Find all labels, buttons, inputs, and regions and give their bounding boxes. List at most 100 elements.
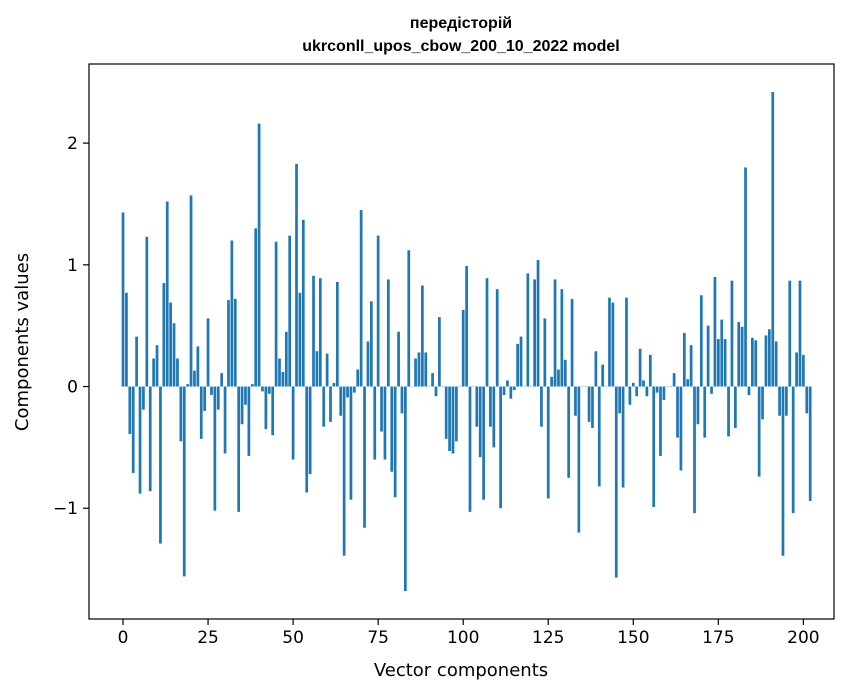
bar xyxy=(434,386,438,397)
bar xyxy=(791,386,795,514)
bar xyxy=(421,285,424,387)
bar xyxy=(162,283,166,387)
bar xyxy=(295,163,298,387)
bar xyxy=(730,280,734,387)
bar xyxy=(240,386,244,425)
bar xyxy=(652,386,656,508)
bar xyxy=(526,273,530,387)
bar xyxy=(519,336,523,387)
bar xyxy=(723,339,727,387)
bar xyxy=(315,351,319,387)
bar xyxy=(193,370,196,387)
bar xyxy=(318,278,322,387)
bar xyxy=(373,386,377,460)
bar xyxy=(329,386,332,422)
bar-series xyxy=(121,91,812,591)
bar xyxy=(785,386,788,416)
chart-title-line-1: передісторій xyxy=(410,15,512,32)
bar xyxy=(774,341,778,387)
bar xyxy=(509,386,513,399)
bar xyxy=(703,386,707,438)
bar xyxy=(254,228,258,387)
bar xyxy=(220,373,224,387)
x-tick-label: 175 xyxy=(702,628,734,648)
bar xyxy=(478,386,482,458)
bar xyxy=(312,275,315,387)
bar xyxy=(757,386,761,477)
bar xyxy=(716,339,720,387)
bar xyxy=(131,386,135,473)
bar xyxy=(308,386,312,475)
bar xyxy=(713,276,717,387)
bar xyxy=(359,210,363,387)
bar xyxy=(339,386,343,416)
bar xyxy=(352,386,356,393)
axis-ticks: 0 25 50 75 100 125 150 175 200 −1 0 1 2 xyxy=(53,134,820,648)
bar xyxy=(608,297,611,387)
bar xyxy=(390,386,394,472)
bar xyxy=(250,384,254,387)
bar xyxy=(485,278,489,387)
bar xyxy=(587,386,591,422)
bar xyxy=(495,289,499,387)
bar xyxy=(165,201,169,387)
y-tick-label: 1 xyxy=(67,256,78,276)
bar xyxy=(223,386,227,454)
bar xyxy=(206,318,210,387)
bar xyxy=(740,326,744,387)
bar xyxy=(533,279,536,387)
bar xyxy=(618,386,622,414)
bar xyxy=(614,386,618,578)
bar xyxy=(342,386,346,556)
bar xyxy=(781,386,785,556)
bar xyxy=(648,354,652,387)
bar xyxy=(431,373,434,387)
bar xyxy=(244,386,247,405)
bar xyxy=(148,386,152,492)
bar xyxy=(400,386,404,414)
x-tick-label: 125 xyxy=(532,628,564,648)
bar xyxy=(182,386,186,577)
bar xyxy=(751,337,754,387)
bar xyxy=(145,236,149,387)
bar xyxy=(216,386,220,410)
bar xyxy=(625,297,628,387)
bar xyxy=(230,240,234,387)
bar xyxy=(655,386,659,393)
bar xyxy=(611,302,615,387)
x-tick-label: 200 xyxy=(787,628,819,648)
bar xyxy=(676,386,679,438)
x-tick-label: 50 xyxy=(282,628,304,648)
bar xyxy=(506,380,509,387)
bar xyxy=(376,235,380,387)
bar xyxy=(540,386,543,427)
bar xyxy=(557,369,560,387)
y-tick-label: 0 xyxy=(67,378,78,398)
bar xyxy=(176,358,179,387)
bar xyxy=(387,279,390,387)
bar xyxy=(512,386,516,391)
bar xyxy=(805,386,809,414)
bar xyxy=(553,279,557,387)
bar xyxy=(152,358,155,387)
bar xyxy=(227,300,230,387)
bar xyxy=(710,386,713,394)
bar xyxy=(179,386,183,442)
bar xyxy=(489,386,492,427)
bar xyxy=(128,386,132,434)
bar xyxy=(475,386,479,427)
bar xyxy=(642,380,645,387)
bar xyxy=(699,295,703,387)
x-tick-label: 0 xyxy=(118,628,129,648)
bar xyxy=(536,259,540,387)
bar xyxy=(305,386,309,493)
bar xyxy=(638,348,642,387)
bar xyxy=(189,195,193,387)
bar xyxy=(560,289,564,387)
y-axis-label: Components values xyxy=(12,253,33,431)
bar xyxy=(404,386,407,591)
bar xyxy=(550,376,554,387)
bar xyxy=(795,352,798,387)
bar xyxy=(261,386,264,392)
